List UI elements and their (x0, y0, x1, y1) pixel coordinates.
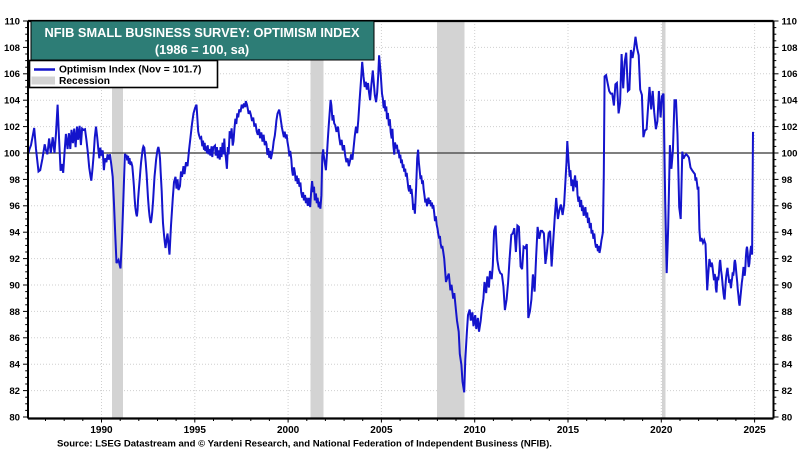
svg-text:Source: LSEG Datastream and ©: Source: LSEG Datastream and © Yardeni Re… (57, 439, 552, 450)
svg-text:2000: 2000 (277, 425, 300, 436)
svg-text:84: 84 (9, 360, 20, 371)
svg-text:96: 96 (782, 201, 793, 212)
svg-text:92: 92 (9, 254, 20, 265)
svg-text:86: 86 (782, 333, 793, 344)
svg-text:110: 110 (782, 16, 797, 27)
svg-text:108: 108 (782, 43, 799, 54)
svg-text:2025: 2025 (743, 425, 766, 436)
svg-text:NFIB SMALL BUSINESS SURVEY: OP: NFIB SMALL BUSINESS SURVEY: OPTIMISM IND… (45, 25, 360, 40)
svg-text:80: 80 (782, 412, 793, 423)
svg-text:1990: 1990 (90, 425, 113, 436)
svg-text:90: 90 (782, 280, 793, 291)
svg-text:98: 98 (9, 175, 20, 186)
svg-text:106: 106 (4, 69, 20, 80)
svg-text:(1986 = 100, sa): (1986 = 100, sa) (155, 42, 249, 57)
svg-text:84: 84 (782, 360, 793, 371)
svg-text:1995: 1995 (184, 425, 207, 436)
svg-text:88: 88 (9, 307, 20, 318)
svg-text:100: 100 (4, 148, 20, 159)
svg-text:90: 90 (9, 280, 20, 291)
svg-text:102: 102 (782, 122, 798, 133)
svg-text:94: 94 (782, 228, 793, 239)
svg-text:110: 110 (5, 16, 20, 27)
svg-text:94: 94 (9, 228, 20, 239)
svg-text:80: 80 (9, 412, 20, 423)
svg-text:106: 106 (782, 69, 798, 80)
svg-text:96: 96 (9, 201, 20, 212)
svg-text:86: 86 (9, 333, 20, 344)
svg-text:108: 108 (4, 43, 21, 54)
svg-text:Optimism Index (Nov = 101.7): Optimism Index (Nov = 101.7) (59, 65, 201, 76)
svg-text:100: 100 (782, 148, 798, 159)
svg-text:82: 82 (782, 386, 793, 397)
svg-text:2005: 2005 (370, 425, 393, 436)
svg-text:2010: 2010 (464, 425, 487, 436)
svg-text:98: 98 (782, 175, 793, 186)
svg-text:102: 102 (4, 122, 20, 133)
svg-text:2015: 2015 (557, 425, 580, 436)
svg-text:88: 88 (782, 307, 793, 318)
svg-text:104: 104 (782, 96, 799, 107)
svg-text:92: 92 (782, 254, 793, 265)
svg-text:Recession: Recession (59, 76, 110, 87)
svg-text:2020: 2020 (650, 425, 673, 436)
svg-text:82: 82 (9, 386, 20, 397)
svg-text:104: 104 (4, 96, 21, 107)
